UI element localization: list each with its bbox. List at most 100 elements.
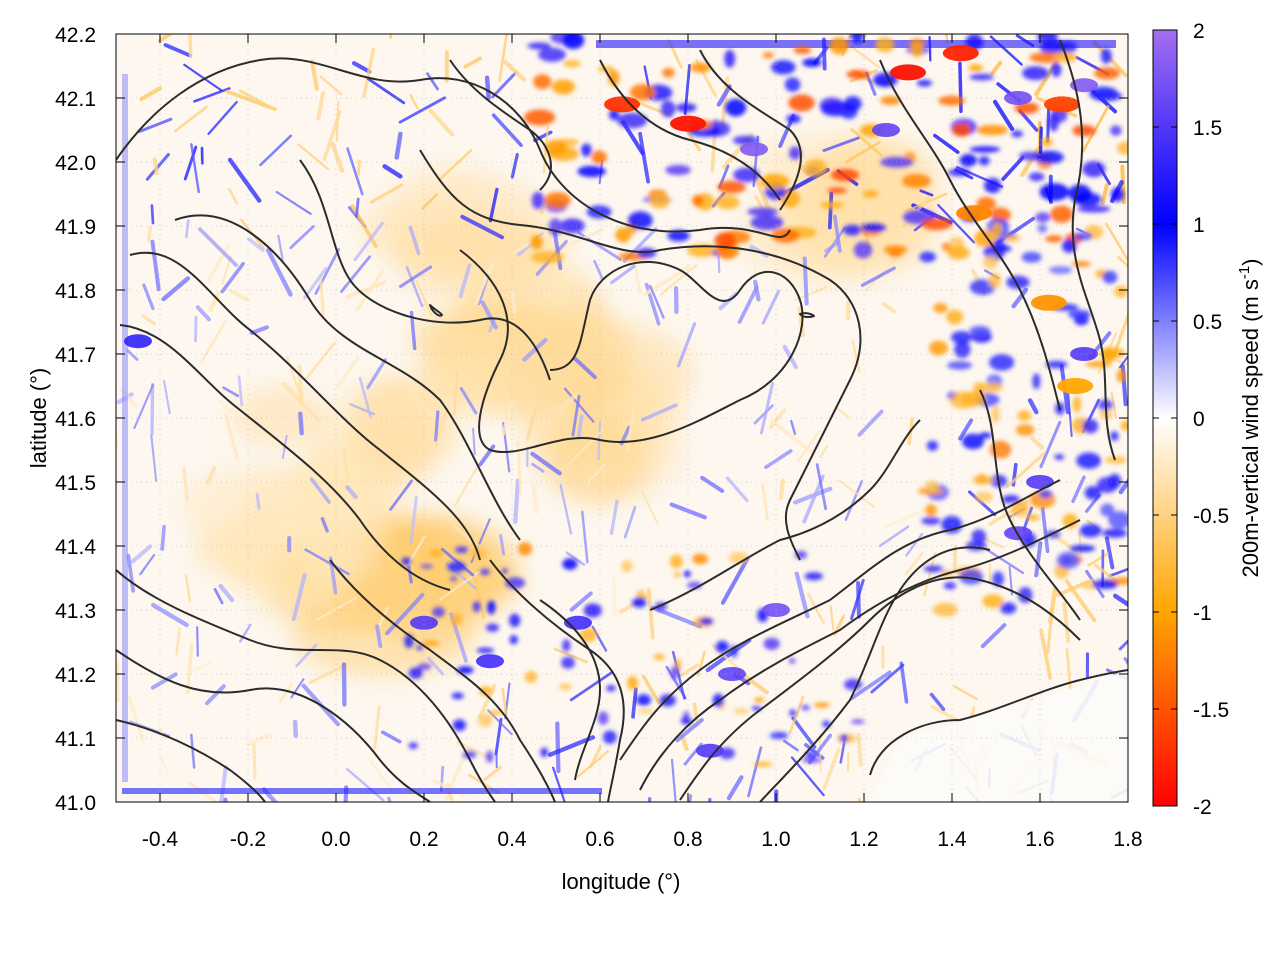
- heatmap-streak: [149, 228, 150, 241]
- heatmap-cell: [1117, 142, 1137, 155]
- heatmap-cell: [533, 74, 551, 89]
- heatmap-streak: [391, 0, 400, 37]
- heatmap-streak: [515, 481, 518, 522]
- y-tick-label: 42.0: [55, 152, 96, 175]
- heatmap-cell: [692, 554, 708, 565]
- heatmap-cell: [477, 648, 494, 653]
- heatmap-cell: [933, 303, 947, 313]
- heatmap-streak: [989, 565, 990, 582]
- heatmap-streak: [781, 481, 783, 498]
- strong-positive-cell: [1026, 475, 1054, 489]
- colorbar-tick-label: -1: [1193, 602, 1212, 625]
- heatmap-cell: [921, 517, 940, 525]
- heatmap-cell: [1035, 212, 1050, 222]
- heatmap-cell: [649, 193, 670, 209]
- colorbar-tick-label: 1: [1193, 214, 1205, 237]
- heatmap-cell: [751, 215, 783, 230]
- heatmap-cell: [846, 70, 869, 79]
- heatmap-cell: [988, 273, 1001, 288]
- heatmap-cell: [942, 243, 951, 251]
- heatmap-cell: [827, 188, 847, 194]
- heatmap-cell: [1022, 66, 1048, 80]
- heatmap-streak: [557, 723, 558, 771]
- heatmap-cell: [969, 74, 993, 81]
- heatmap-cell: [452, 693, 464, 699]
- y-tick-label: 41.5: [55, 472, 96, 495]
- y-tick-label: 41.0: [55, 792, 96, 815]
- y-tick-label: 41.9: [55, 216, 96, 239]
- heatmap-cell: [843, 225, 861, 236]
- heatmap-streak: [859, 735, 861, 765]
- heatmap-streak: [830, 194, 831, 228]
- heatmap-cell: [510, 635, 518, 644]
- heatmap-cell: [1082, 161, 1105, 177]
- heatmap-cell: [524, 110, 555, 126]
- heatmap-cell: [1102, 271, 1117, 284]
- heatmap-cell: [763, 52, 774, 58]
- heatmap-cell: [875, 37, 894, 52]
- heatmap-cell: [560, 219, 585, 234]
- heatmap-cell: [971, 529, 986, 543]
- heatmap-cell: [1026, 514, 1039, 521]
- colorbar-label: 200m-vertical wind speed (m s-1): [1236, 258, 1263, 577]
- heatmap-streak: [197, 627, 198, 656]
- heatmap-cell: [598, 711, 609, 724]
- heatmap-cell: [972, 476, 994, 484]
- heatmap-cell: [502, 568, 508, 573]
- heatmap-cell: [802, 757, 821, 763]
- heatmap-cell: [716, 641, 729, 653]
- heatmap-streak: [805, 258, 807, 303]
- heatmap-cell: [789, 658, 795, 664]
- heatmap-cell: [929, 341, 948, 356]
- heatmap-cell: [1077, 205, 1110, 212]
- heatmap-cell: [820, 201, 844, 208]
- heatmap-cell: [432, 607, 445, 617]
- heatmap-cell: [947, 246, 970, 259]
- heatmap-cell: [883, 245, 907, 254]
- heatmap-cell: [969, 326, 990, 335]
- heatmap-cell: [401, 557, 411, 565]
- heatmap-cell: [717, 181, 746, 194]
- heatmap-cell: [933, 603, 958, 617]
- strong-negative-cell: [1031, 295, 1067, 311]
- strong-positive-cell: [872, 123, 900, 137]
- heatmap-cell: [1057, 552, 1080, 569]
- heatmap-cell: [733, 168, 760, 182]
- heatmap-cell: [861, 223, 886, 232]
- heatmap-cell: [603, 730, 617, 743]
- heatmap-cell: [927, 441, 938, 451]
- heatmap-cell: [989, 354, 1014, 370]
- heatmap-cell: [584, 604, 602, 618]
- heatmap-cell: [724, 50, 735, 68]
- heatmap-cell: [786, 114, 800, 123]
- heatmap-cell: [473, 601, 481, 612]
- heatmap-cell: [1072, 125, 1095, 136]
- heatmap-cell: [925, 504, 936, 517]
- heatmap-cell: [606, 685, 616, 692]
- heatmap-streak: [389, 798, 400, 830]
- heatmap-cell: [924, 566, 944, 573]
- heatmap-cell: [1097, 477, 1118, 493]
- heatmap-cell: [1054, 454, 1064, 460]
- heatmap-streak: [487, 78, 489, 98]
- heatmap-streak: [254, 744, 255, 778]
- heatmap-cell: [531, 235, 543, 250]
- heatmap-cell: [1092, 580, 1117, 589]
- heatmap-cell: [902, 174, 931, 188]
- heatmap-cell: [563, 60, 581, 67]
- heatmap-cell: [944, 582, 956, 589]
- colorbar-tick-label: 0.5: [1193, 311, 1222, 334]
- heatmap-cell: [692, 195, 703, 207]
- heatmap-cell: [1048, 114, 1059, 132]
- heatmap-cell: [764, 638, 780, 650]
- heatmap-cell: [754, 762, 773, 766]
- heatmap-cell: [947, 361, 972, 370]
- heatmap-cell: [636, 694, 651, 706]
- heatmap-streak: [295, 722, 296, 736]
- heatmap-cell: [671, 666, 679, 680]
- heatmap-cell: [1040, 183, 1070, 201]
- heatmap-cell: [984, 178, 1001, 193]
- x-tick-label: 1.4: [937, 828, 967, 851]
- y-tick-label: 41.8: [55, 280, 96, 303]
- y-tick-label: 41.7: [55, 344, 96, 367]
